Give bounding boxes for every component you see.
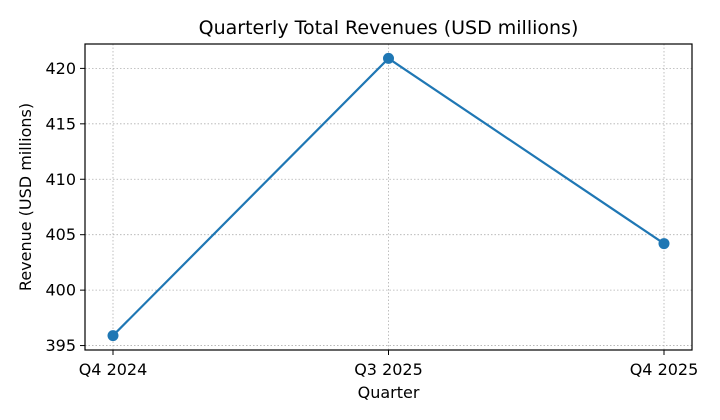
series-layer bbox=[107, 52, 670, 342]
y-tick-label: 400 bbox=[45, 281, 76, 300]
y-tick-label: 420 bbox=[45, 59, 76, 78]
y-tick-label: 410 bbox=[45, 170, 76, 189]
data-point bbox=[658, 238, 670, 250]
x-tick-label: Q4 2025 bbox=[630, 360, 699, 379]
chart-title: Quarterly Total Revenues (USD millions) bbox=[199, 17, 579, 39]
y-axis-label: Revenue (USD millions) bbox=[16, 103, 35, 291]
y-tick-label: 395 bbox=[45, 336, 76, 355]
data-point bbox=[107, 330, 119, 342]
data-point bbox=[383, 52, 394, 64]
y-tick-label: 415 bbox=[45, 114, 76, 133]
y-tick-label: 405 bbox=[45, 225, 76, 244]
x-axis-label: Quarter bbox=[358, 383, 420, 402]
axis-ticks: 395 400 405 410 415 420 Q4 2024 Q3 2025 Q4 2025 bbox=[45, 59, 698, 379]
x-tick-label: Q4 2024 bbox=[79, 360, 148, 379]
series-line bbox=[111, 57, 666, 337]
grid bbox=[85, 44, 692, 350]
x-tick-label: Q3 2025 bbox=[354, 360, 423, 379]
